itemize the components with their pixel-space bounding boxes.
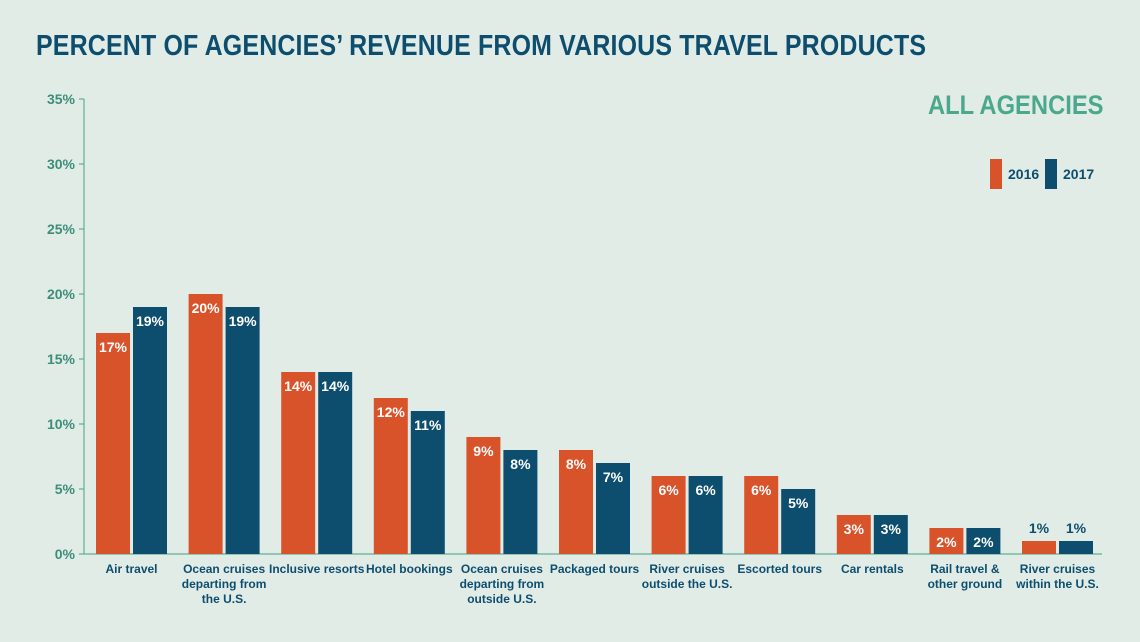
bar-2016 — [651, 476, 686, 554]
bar-2017 — [318, 372, 353, 554]
y-tick-label: 35% — [47, 91, 76, 107]
data-label: 12% — [377, 404, 406, 420]
data-label: 17% — [99, 339, 128, 355]
data-label: 6% — [751, 482, 772, 498]
legend-label-2017: 2017 — [1063, 166, 1094, 182]
bar-2017 — [410, 411, 445, 554]
data-label: 20% — [192, 300, 221, 316]
legend: 2016 2017 — [990, 159, 1094, 189]
data-label: 14% — [284, 378, 313, 394]
bar-2016 — [1022, 541, 1056, 554]
data-label: 14% — [321, 378, 350, 394]
x-category-label: Ocean cruises departing from outside U.S. — [460, 562, 545, 606]
x-category-label: Hotel bookings — [366, 562, 453, 576]
bar-2016 — [466, 437, 501, 554]
bar-2016 — [929, 528, 964, 554]
legend-swatch-2016 — [990, 159, 1002, 189]
data-label: 8% — [510, 456, 531, 472]
data-label: 7% — [603, 469, 624, 485]
x-category-label: Car rentals — [841, 562, 904, 576]
bar-2017 — [596, 463, 630, 554]
bar-2016 — [836, 515, 871, 554]
bar-2017 — [133, 307, 167, 554]
data-label: 6% — [658, 482, 679, 498]
bar-2017 — [1059, 541, 1093, 554]
y-tick-label: 10% — [47, 416, 76, 432]
x-category-label: Ocean cruises departing from the U.S. — [182, 562, 267, 606]
data-label: 2% — [936, 534, 957, 550]
chart-subtitle: ALL AGENCIES — [928, 90, 1104, 120]
bar-2016 — [559, 450, 593, 554]
x-category-label: River cruises outside the U.S. — [642, 562, 733, 591]
bars: 17% 19% 20% 19% 14% 14% 12% 11% 9% 8% 8% 7% 6% 6% 6% 5%… — [96, 294, 1093, 554]
bar-2017 — [966, 528, 1001, 554]
y-tick-label: 20% — [47, 286, 76, 302]
data-label: 1% — [1029, 520, 1050, 536]
data-label: 19% — [229, 313, 258, 329]
x-category-label: River cruises within the U.S. — [1015, 562, 1099, 591]
bar-2016 — [188, 294, 223, 554]
bar-2016 — [281, 372, 316, 554]
data-label: 9% — [473, 443, 494, 459]
y-axis: 0% 5% 10% 15% 20% 25% 30% 35% — [47, 91, 85, 562]
data-label: 1% — [1066, 520, 1087, 536]
y-tick-label: 15% — [47, 351, 76, 367]
data-label: 3% — [844, 521, 865, 537]
bar-2016 — [744, 476, 779, 554]
x-category-label: Rail travel & other ground — [928, 562, 1003, 591]
x-category-label: Inclusive resorts — [269, 562, 365, 576]
data-label: 19% — [136, 313, 165, 329]
y-tick-label: 30% — [47, 156, 76, 172]
x-category-label: Packaged tours — [550, 562, 640, 576]
x-category-label: Air travel — [105, 562, 157, 576]
bar-2016 — [96, 333, 130, 554]
data-label: 6% — [695, 482, 716, 498]
legend-label-2016: 2016 — [1008, 166, 1039, 182]
x-category-label: Escorted tours — [737, 562, 822, 576]
y-tick-label: 0% — [55, 546, 76, 562]
data-label: 3% — [881, 521, 902, 537]
legend-swatch-2017 — [1045, 159, 1057, 189]
data-label: 11% — [414, 417, 442, 433]
bar-2017 — [688, 476, 723, 554]
y-tick-label: 5% — [55, 481, 76, 497]
bar-2017 — [225, 307, 260, 554]
x-axis: Air travel Ocean cruises departing from the… — [84, 553, 1102, 606]
bar-2017 — [781, 489, 816, 554]
bar-2017 — [503, 450, 538, 554]
bar-2017 — [873, 515, 908, 554]
data-label: 2% — [973, 534, 994, 550]
y-tick-label: 25% — [47, 221, 76, 237]
data-label: 8% — [566, 456, 587, 472]
bar-2016 — [373, 398, 408, 554]
data-label: 5% — [788, 495, 809, 511]
chart-title: PERCENT OF AGENCIES’ REVENUE FROM VARIOU… — [36, 30, 927, 62]
